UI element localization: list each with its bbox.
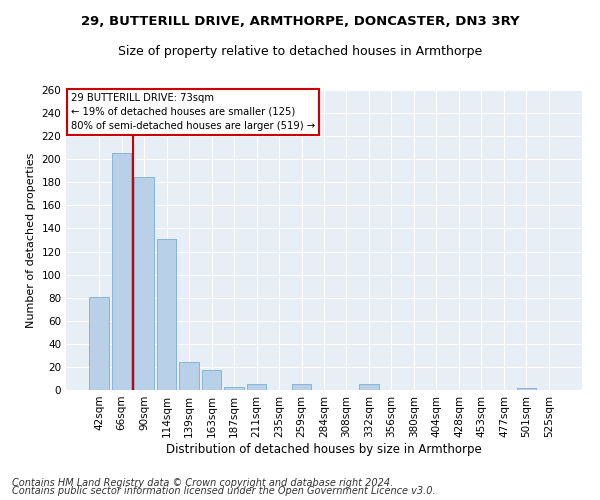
Text: Contains HM Land Registry data © Crown copyright and database right 2024.: Contains HM Land Registry data © Crown c…	[12, 478, 393, 488]
Bar	[89, 296, 109, 390]
X-axis label: Distribution of detached houses by size in Armthorpe: Distribution of detached houses by size …	[166, 442, 482, 456]
Bar	[134, 176, 154, 390]
Bar	[517, 388, 536, 390]
Bar	[224, 386, 244, 390]
Text: 29, BUTTERILL DRIVE, ARMTHORPE, DONCASTER, DN3 3RY: 29, BUTTERILL DRIVE, ARMTHORPE, DONCASTE…	[80, 15, 520, 28]
Y-axis label: Number of detached properties: Number of detached properties	[26, 152, 36, 328]
Bar	[112, 154, 131, 390]
Bar	[247, 384, 266, 390]
Text: Contains public sector information licensed under the Open Government Licence v3: Contains public sector information licen…	[12, 486, 436, 496]
Bar	[179, 362, 199, 390]
Text: 29 BUTTERILL DRIVE: 73sqm
← 19% of detached houses are smaller (125)
80% of semi: 29 BUTTERILL DRIVE: 73sqm ← 19% of detac…	[71, 93, 315, 131]
Bar	[202, 370, 221, 390]
Bar	[157, 239, 176, 390]
Text: Size of property relative to detached houses in Armthorpe: Size of property relative to detached ho…	[118, 45, 482, 58]
Bar	[359, 384, 379, 390]
Bar	[292, 384, 311, 390]
